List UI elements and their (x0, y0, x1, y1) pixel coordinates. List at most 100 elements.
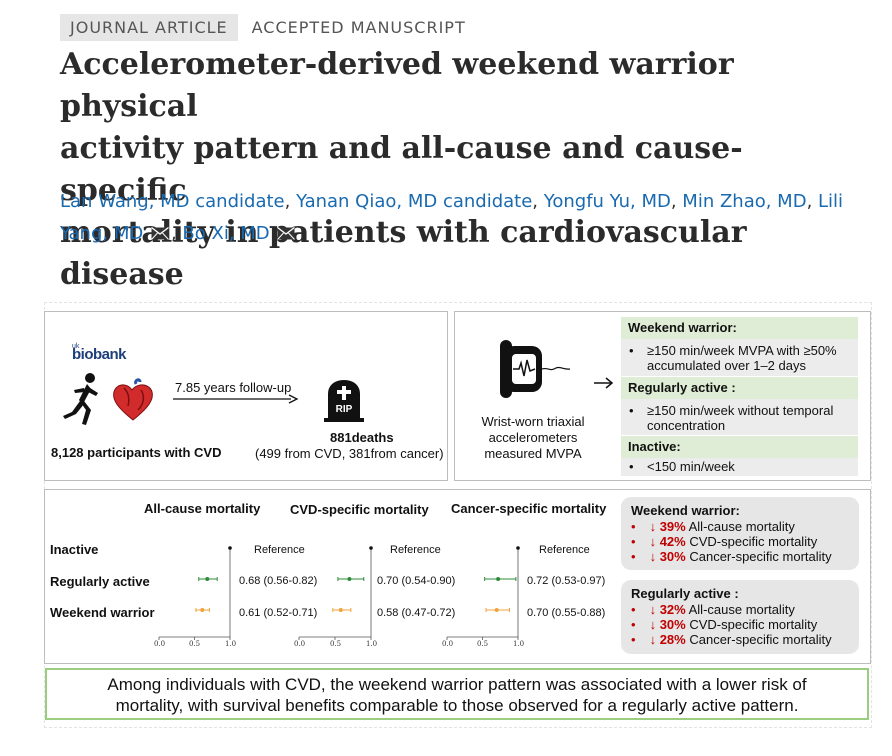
reference-point (228, 546, 232, 550)
down-arrow-icon: ↓ (649, 549, 660, 564)
axis-tick-label: 1.0 (513, 640, 525, 648)
bullet-icon: • (631, 534, 636, 549)
author-link[interactable]: Lili Yang, MD (60, 191, 844, 244)
outcome-text: Cancer-specific mortality (689, 632, 832, 647)
title-line: activity pattern and all-cause and cause… (60, 131, 743, 208)
column-title-cancer: Cancer-specific mortality (451, 501, 607, 516)
biobank-logo: biobank (72, 346, 127, 363)
definition-line: accumulated over 1–2 days (647, 358, 806, 373)
row-label-regular: Regularly active (50, 574, 150, 589)
conclusion-box: Among individuals with CVD, the weekend … (45, 668, 869, 720)
summary-title: Regularly active : (631, 586, 739, 601)
followup-arrow (173, 394, 299, 404)
down-arrow-icon: ↓ (649, 632, 660, 647)
bullet-icon: • (631, 602, 636, 617)
author-link[interactable]: Yongfu Yu, MD (543, 191, 671, 212)
email-icon[interactable] (151, 227, 169, 240)
hazard-ratio-point (200, 608, 205, 612)
reference-point (516, 546, 520, 550)
summary-item: • ↓ 30% Cancer-specific mortality (631, 549, 832, 564)
hazard-ratio-point (338, 608, 343, 612)
author-link[interactable]: Min Zhao, MD (682, 191, 807, 212)
definition-title-weekend: Weekend warrior: (621, 317, 858, 339)
reduction-percent: 28% (659, 632, 686, 647)
reduction-percent: 39% (659, 519, 686, 534)
title-line: Accelerometer-derived weekend warrior ph… (60, 47, 734, 124)
author-separator: , (170, 223, 183, 244)
axis-tick-label: 0.0 (154, 640, 166, 648)
bullet-icon: • (631, 632, 636, 647)
article-tags: JOURNAL ARTICLE ACCEPTED MANUSCRIPT (60, 13, 466, 41)
conclusion-line: mortality, with survival benefits compar… (115, 696, 799, 715)
definition-line: concentration (647, 418, 726, 433)
article-title: Accelerometer-derived weekend warrior ph… (60, 44, 860, 296)
axis-tick-label: 0.5 (477, 640, 489, 648)
definition-body-inactive: • <150 min/week (621, 458, 858, 476)
down-arrow-icon: ↓ (649, 617, 660, 632)
bullet-icon: • (629, 343, 634, 358)
reduction-percent: 30% (659, 549, 686, 564)
reduction-percent: 32% (659, 602, 686, 617)
hazard-ratio-point (494, 608, 499, 612)
outcome-text: All-cause mortality (688, 602, 795, 617)
reduction-percent: 30% (659, 617, 686, 632)
estimate-value: 0.72 (0.53-0.97) (527, 575, 606, 587)
summary-title: Weekend warrior: (631, 503, 740, 518)
author-link[interactable]: Bo Xi, MD (182, 223, 270, 244)
down-arrow-icon: ↓ (649, 602, 660, 617)
axis-tick-label: 0.5 (189, 640, 201, 648)
definition-line: ≥150 min/week MVPA with ≥50% (647, 343, 837, 358)
rip-text: RIP (336, 404, 353, 415)
right-arrow-icon (594, 377, 614, 389)
definition-body-regular: • ≥150 min/week without temporal concent… (621, 399, 858, 435)
column-title-cvd: CVD-specific mortality (290, 502, 429, 517)
author-separator: , (670, 191, 683, 212)
runner-icon (63, 373, 98, 425)
device-description: Wrist-worn triaxial accelerometers measu… (468, 414, 598, 462)
biobank-logo-sup: uk (72, 343, 80, 350)
article-type-tag: JOURNAL ARTICLE (60, 13, 238, 41)
estimate-reference: Reference (390, 544, 441, 556)
summary-regularly-active: Regularly active : • ↓ 32% All-cause mort… (621, 580, 859, 654)
author-separator: , (284, 191, 297, 212)
summary-item: • ↓ 32% All-cause mortality (631, 602, 795, 617)
author-link[interactable]: Lan Wang, MD candidate (60, 191, 285, 212)
bullet-icon: • (631, 519, 636, 534)
axis-tick-label: 0.5 (330, 640, 342, 648)
title-line: mortality in patients with cardiovascula… (60, 215, 747, 292)
manuscript-status-tag: ACCEPTED MANUSCRIPT (251, 17, 466, 37)
author-link[interactable]: Yanan Qiao, MD candidate (296, 191, 533, 212)
study-population-panel (44, 311, 448, 481)
row-label-inactive: Inactive (50, 542, 99, 557)
column-title-all-cause: All-cause mortality (144, 501, 261, 516)
estimate-value: 0.70 (0.55-0.88) (527, 607, 606, 619)
device-line: accelerometers (488, 430, 578, 445)
down-arrow-icon: ↓ (649, 534, 660, 549)
axis-tick-label: 0.0 (294, 640, 306, 648)
outcome-text: Cancer-specific mortality (689, 549, 832, 564)
axis-tick-label: 1.0 (366, 640, 378, 648)
hazard-ratio-point (496, 577, 501, 581)
estimate-value: 0.68 (0.56-0.82) (239, 575, 318, 587)
deaths-count: 881deaths (330, 430, 394, 445)
definition-line: ≥150 min/week without temporal (647, 403, 834, 418)
email-icon[interactable] (277, 227, 296, 240)
outcome-text: CVD-specific mortality (689, 534, 818, 549)
row-label-weekend: Weekend warrior (50, 605, 155, 620)
wrist-accelerometer-icon (500, 340, 571, 398)
estimate-reference: Reference (254, 544, 305, 556)
heart-icon (113, 378, 153, 421)
bullet-icon: • (631, 617, 636, 632)
axis-tick-label: 0.0 (442, 640, 454, 648)
hazard-ratio-point (205, 577, 210, 581)
definition-body-weekend: • ≥150 min/week MVPA with ≥50% accumulat… (621, 339, 858, 376)
summary-item: • ↓ 30% CVD-specific mortality (631, 617, 817, 632)
estimate-value: 0.58 (0.47-0.72) (377, 607, 456, 619)
bullet-icon: • (629, 403, 634, 418)
estimate-value: 0.61 (0.52-0.71) (239, 607, 318, 619)
outcome-text: All-cause mortality (688, 519, 795, 534)
bullet-icon: • (631, 549, 636, 564)
conclusion-line: Among individuals with CVD, the weekend … (107, 675, 807, 694)
estimate-reference: Reference (539, 544, 590, 556)
